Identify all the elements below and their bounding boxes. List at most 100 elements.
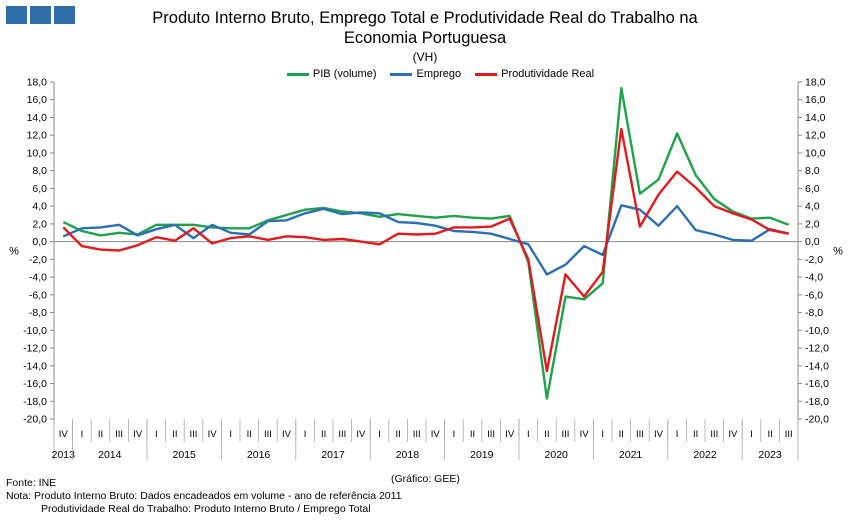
y-tick-label-right: 12,0 [805, 130, 826, 142]
y-tick-label-left: 4,0 [32, 201, 47, 213]
y-tick-label-right: -20,0 [805, 414, 829, 426]
y-tick-label-left: -18,0 [23, 396, 47, 408]
x-tick-label-quarter: III [115, 429, 123, 440]
x-tick-label-quarter: IV [133, 429, 143, 440]
x-tick-label-year: 2013 [52, 449, 76, 461]
x-tick-label-quarter: III [487, 429, 495, 440]
y-tick-label-right: 18,0 [805, 77, 826, 89]
x-tick-label-quarter: III [785, 429, 793, 440]
y-tick-label-left: -8,0 [29, 307, 47, 319]
y-tick-label-left: -4,0 [29, 272, 47, 284]
y-axis-label-right: % [833, 246, 843, 258]
logo-block [6, 6, 27, 24]
x-tick-label-year: 2020 [545, 449, 569, 461]
series-line-pib [62, 86, 790, 400]
y-tick-label-left: 2,0 [32, 218, 47, 230]
x-tick-label-quarter: III [562, 429, 570, 440]
x-tick-label-quarter: II [544, 429, 549, 440]
y-tick-label-left: 0,0 [32, 236, 47, 248]
chart-title-line2: Economia Portuguesa [343, 29, 507, 47]
y-tick-label-left: 14,0 [27, 112, 48, 124]
y-tick-label-left: 10,0 [27, 147, 48, 159]
y-tick-label-left: -2,0 [29, 254, 47, 266]
y-tick-label-right: 0,0 [805, 236, 820, 248]
x-tick-label-quarter: I [229, 429, 232, 440]
x-tick-label-quarter: IV [208, 429, 218, 440]
legend-swatch-pib [286, 72, 309, 76]
footnote-line2: Produtividade Real do Trabalho: Produto … [41, 503, 371, 515]
y-tick-label-left: 8,0 [32, 165, 47, 177]
legend-item-produtividade: Produtividade Real [475, 68, 594, 80]
y-tick-label-right: -4,0 [805, 272, 823, 284]
x-tick-label-year: 2016 [247, 449, 271, 461]
chart-credit: (Gráfico: GEE) [391, 473, 460, 485]
logo-block [54, 6, 75, 24]
x-tick-label-year: 2021 [619, 449, 643, 461]
x-tick-label-quarter: III [636, 429, 644, 440]
y-tick-label-right: 4,0 [805, 201, 820, 213]
x-tick-label-year: 2015 [173, 449, 197, 461]
x-tick-label-quarter: II [98, 429, 103, 440]
x-tick-label-quarter: I [601, 429, 604, 440]
x-tick-label-quarter: IV [431, 429, 441, 440]
x-tick-label-quarter: III [413, 429, 421, 440]
y-tick-label-right: 2,0 [805, 218, 820, 230]
x-tick-label-quarter: II [395, 429, 400, 440]
x-tick-label-quarter: III [710, 429, 718, 440]
y-tick-label-left: -20,0 [23, 414, 47, 426]
y-tick-label-right: -12,0 [805, 343, 829, 355]
x-tick-label-quarter: IV [356, 429, 366, 440]
x-tick-label-quarter: II [470, 429, 475, 440]
x-tick-label-quarter: IV [728, 429, 738, 440]
y-axis-label-left: % [9, 246, 19, 258]
logo-block [30, 6, 51, 24]
x-tick-label-quarter: II [172, 429, 177, 440]
y-tick-label-right: 6,0 [805, 183, 820, 195]
x-tick-label-quarter: I [453, 429, 456, 440]
y-tick-label-right: -18,0 [805, 396, 829, 408]
y-tick-label-right: 14,0 [805, 112, 826, 124]
x-tick-label-quarter: III [264, 429, 272, 440]
x-tick-label-year: 2019 [470, 449, 494, 461]
y-tick-label-left: 16,0 [27, 94, 48, 106]
y-tick-label-left: 18,0 [27, 77, 48, 89]
x-tick-label-quarter: IV [580, 429, 590, 440]
gee-logo [6, 6, 75, 24]
x-tick-label-quarter: II [767, 429, 772, 440]
x-tick-label-year: 2022 [693, 449, 717, 461]
x-tick-label-quarter: I [676, 429, 679, 440]
x-tick-label-quarter: I [155, 429, 158, 440]
source-note: Fonte: INE [6, 477, 57, 489]
y-tick-label-right: -8,0 [805, 307, 823, 319]
y-tick-label-left: -16,0 [23, 378, 47, 390]
x-tick-label-quarter: II [321, 429, 326, 440]
y-tick-label-left: -10,0 [23, 325, 47, 337]
x-tick-label-quarter: IV [59, 429, 69, 440]
y-tick-label-right: -10,0 [805, 325, 829, 337]
series-line-produtividade [62, 127, 789, 373]
x-tick-label-year: 2017 [321, 449, 345, 461]
legend-label-produtividade: Produtividade Real [501, 68, 595, 80]
y-tick-label-right: -6,0 [805, 289, 823, 301]
legend-swatch-emprego [390, 72, 413, 76]
y-tick-label-left: 12,0 [27, 130, 48, 142]
x-tick-label-quarter: I [378, 429, 381, 440]
x-tick-label-quarter: I [750, 429, 753, 440]
x-tick-label-quarter: II [619, 429, 624, 440]
x-tick-label-year: 2018 [396, 449, 420, 461]
legend-item-pib: PIB (volume) [286, 68, 377, 80]
y-tick-label-left: 6,0 [32, 183, 47, 195]
legend-label-pib: PIB (volume) [312, 68, 377, 80]
legend-item-emprego: Emprego [390, 68, 461, 80]
x-tick-label-quarter: III [190, 429, 198, 440]
y-tick-label-right: 16,0 [805, 94, 826, 106]
x-tick-label-quarter: II [247, 429, 252, 440]
x-tick-label-year: 2023 [758, 449, 782, 461]
x-tick-label-quarter: I [81, 429, 84, 440]
x-tick-label-quarter: IV [654, 429, 664, 440]
y-tick-label-right: -2,0 [805, 254, 823, 266]
chart-legend: PIB (volume) Emprego Produtividade Real [0, 68, 851, 80]
y-tick-label-right: 8,0 [805, 165, 820, 177]
y-tick-label-right: 10,0 [805, 147, 826, 159]
x-tick-label-quarter: II [693, 429, 698, 440]
